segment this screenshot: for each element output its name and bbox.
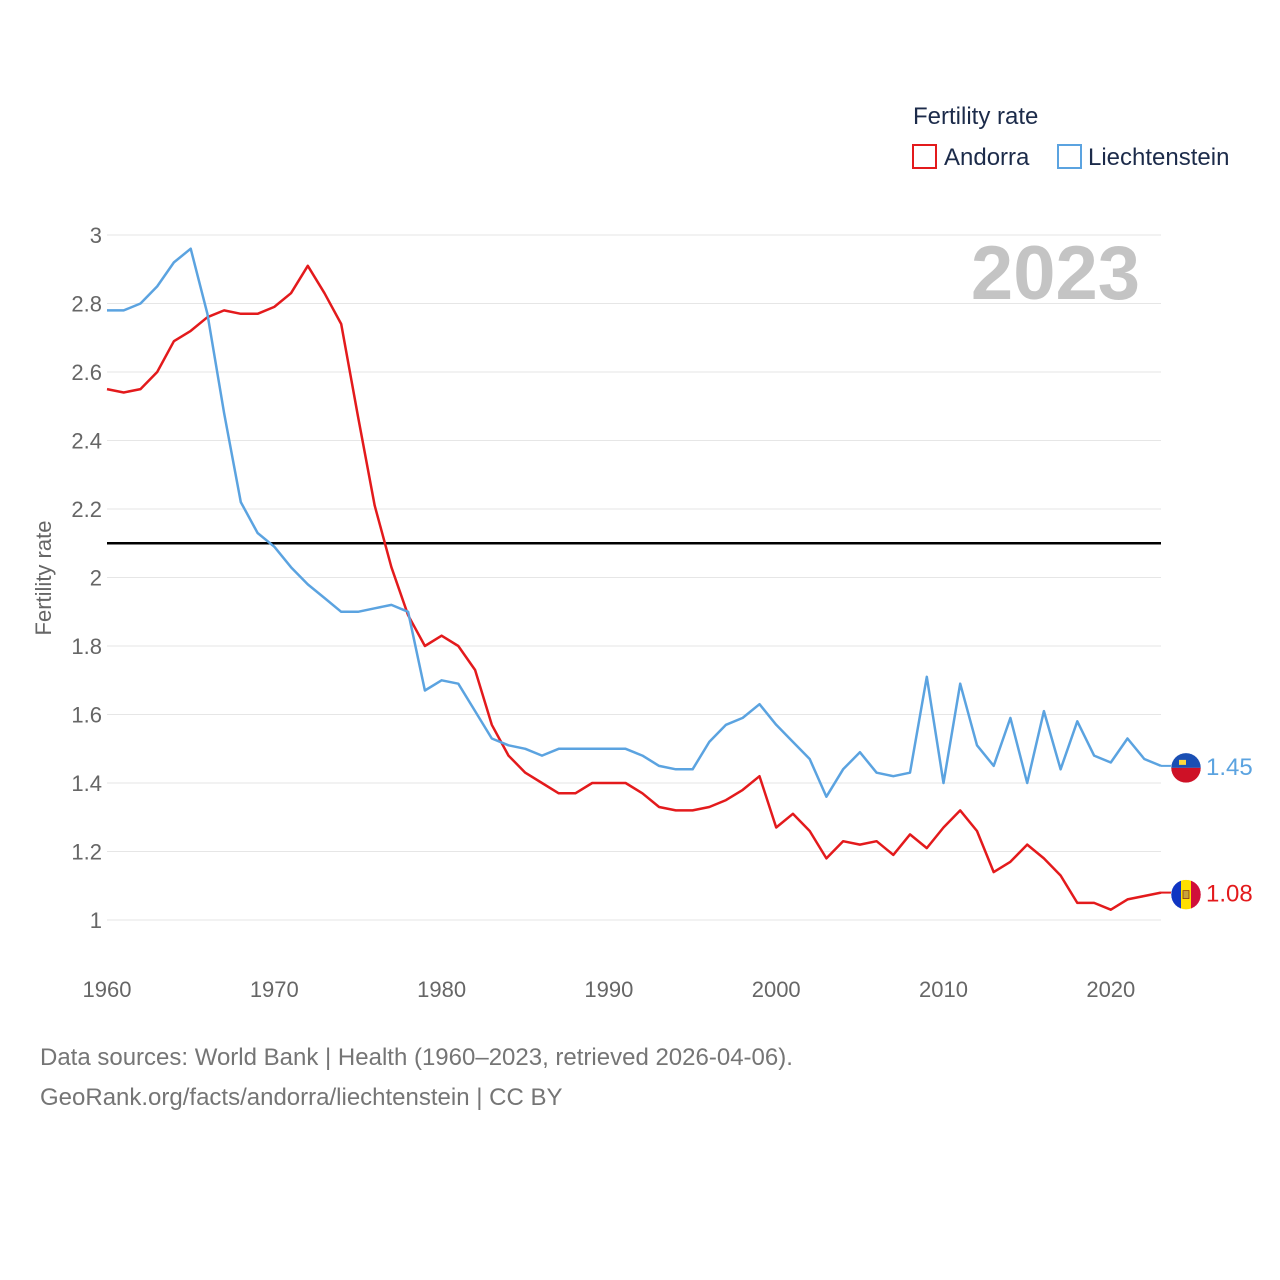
legend-swatch-liechtenstein [1057,144,1082,169]
end-value-label-andorra: 1.08 [1206,881,1253,908]
x-tick-label: 1990 [584,977,633,1002]
end-value-label-liechtenstein: 1.45 [1206,754,1253,781]
gridlines [107,234,1161,921]
y-tick-label: 1 [90,908,102,933]
y-tick-label: 2 [90,566,102,591]
x-axis-ticks: 1960 1970 1980 1990 2000 2010 2020 [83,977,1136,1002]
footer-attribution: GeoRank.org/facts/andorra/liechtenstein … [40,1084,563,1111]
x-tick-label: 1960 [83,977,132,1002]
series-end-markers: 1.08 1.45 [1161,752,1253,910]
legend-swatch-andorra [912,144,937,169]
legend-item-andorra[interactable]: Andorra [912,144,1030,171]
y-axis-ticks: 1 1.2 1.4 1.6 1.8 2 2.2 2.4 2.6 2.8 3 [71,223,102,933]
x-tick-label: 2010 [919,977,968,1002]
year-display: 2023 [971,231,1140,316]
series-line-liechtenstein [107,247,1162,798]
y-axis-title: Fertility rate [31,521,56,636]
y-tick-label: 1.8 [71,634,102,659]
x-tick-label: 2000 [752,977,801,1002]
y-tick-label: 3 [90,223,102,248]
series-line-andorra [106,264,1162,911]
y-tick-label: 2.2 [71,497,102,522]
series-lines [106,247,1162,911]
footer-sources: Data sources: World Bank | Health (1960–… [40,1044,793,1071]
y-tick-label: 1.6 [71,703,102,728]
y-tick-label: 2.8 [71,292,102,317]
x-tick-label: 1970 [250,977,299,1002]
legend-label-liechtenstein: Liechtenstein [1088,144,1229,171]
y-tick-label: 2.4 [71,429,102,454]
liechtenstein-flag-icon [1170,752,1202,784]
andorra-flag-icon [1170,879,1202,910]
legend-item-liechtenstein[interactable]: Liechtenstein [1057,144,1229,171]
fertility-rate-chart: 1 1.2 1.4 1.6 1.8 2 2.2 2.4 2.6 2.8 3 1960 1970 1980… [31,103,1253,1002]
legend-title: Fertility rate [913,103,1038,130]
y-tick-label: 2.6 [71,360,102,385]
legend: Fertility rate Andorra Liechtenstein [912,103,1229,171]
y-tick-label: 1.4 [71,771,102,796]
x-tick-label: 1980 [417,977,466,1002]
y-tick-label: 1.2 [71,840,102,865]
x-tick-label: 2020 [1086,977,1135,1002]
legend-label-andorra: Andorra [944,144,1030,171]
